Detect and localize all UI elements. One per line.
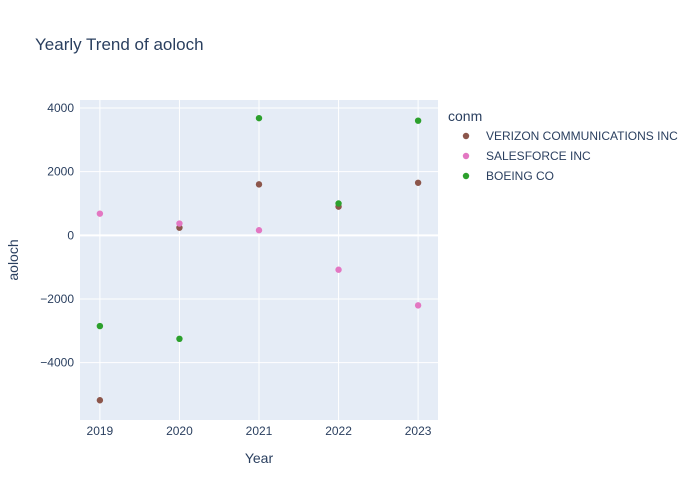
y-axis-title: aoloch <box>5 239 21 280</box>
x-axis-title: Year <box>245 450 274 466</box>
data-point <box>176 220 183 227</box>
data-point <box>96 397 104 404</box>
legend-label: SALESFORCE INC <box>486 149 591 163</box>
y-tick-label: −2000 <box>40 292 74 306</box>
x-tick-label: 2022 <box>325 424 352 438</box>
data-point <box>335 200 342 207</box>
data-point <box>96 210 104 217</box>
y-axis-ticks: −4000 −2000 0 2000 4000 <box>40 101 74 370</box>
data-point <box>414 179 422 186</box>
legend-marker <box>462 132 470 140</box>
data-point <box>414 302 422 309</box>
data-point <box>96 322 104 330</box>
data-point <box>176 335 183 343</box>
data-point <box>255 114 263 122</box>
y-tick-label: 2000 <box>47 165 74 179</box>
legend-label: BOEING CO <box>486 169 554 183</box>
chart-title: Yearly Trend of aoloch <box>35 35 204 54</box>
x-tick-label: 2021 <box>246 424 273 438</box>
data-point <box>255 181 263 188</box>
data-point <box>414 117 422 124</box>
grid-lines <box>80 100 438 420</box>
legend-marker <box>462 172 470 180</box>
legend-title: conm <box>448 108 482 124</box>
x-tick-label: 2023 <box>405 424 432 438</box>
data-point <box>335 266 342 273</box>
y-tick-label: 0 <box>67 228 74 242</box>
legend: conm VERIZON COMMUNICATIONS INC SALESFORC… <box>448 108 678 183</box>
x-tick-label: 2019 <box>87 424 114 438</box>
x-tick-label: 2020 <box>166 424 193 438</box>
y-tick-label: 4000 <box>47 101 74 115</box>
legend-marker <box>462 152 470 160</box>
legend-label: VERIZON COMMUNICATIONS INC <box>486 129 678 143</box>
x-axis-ticks: 2019 2020 2021 2022 2023 <box>87 424 432 438</box>
data-points <box>96 114 422 404</box>
data-point <box>255 227 263 234</box>
y-tick-label: −4000 <box>40 356 74 370</box>
